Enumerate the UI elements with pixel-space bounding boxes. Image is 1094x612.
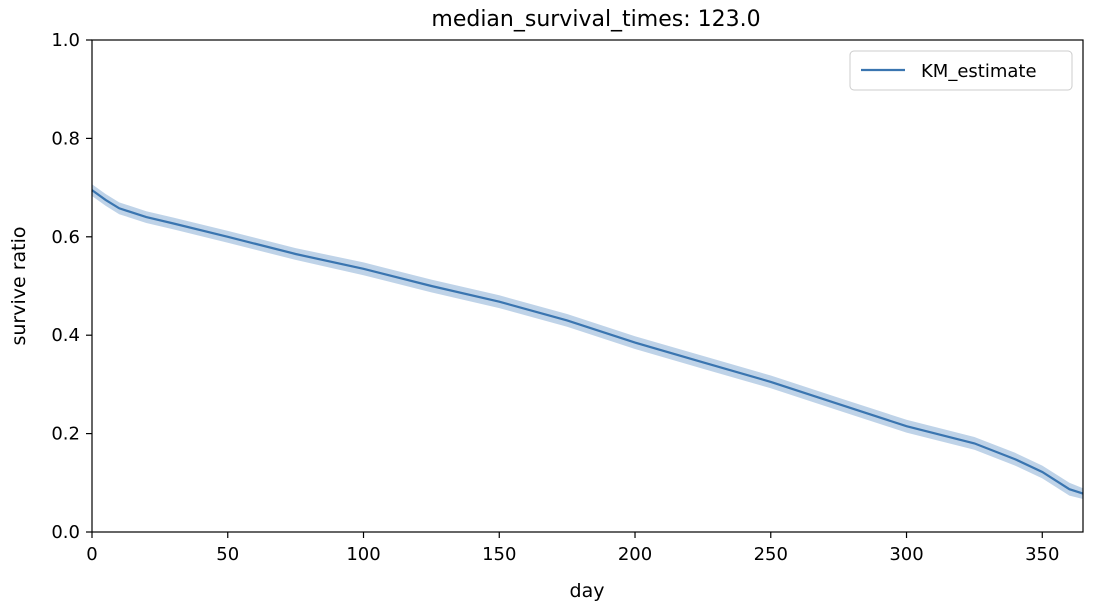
axis-ticks: 0 50 100 150 200 250 300 350 0.0 0.2 0.4 0.6 0.8 1.0 xyxy=(51,30,1059,565)
x-tick-label: 250 xyxy=(754,544,788,565)
x-tick-label: 200 xyxy=(618,544,652,565)
x-tick-label: 100 xyxy=(346,544,380,565)
x-tick-label: 300 xyxy=(889,544,923,565)
y-tick-label: 0.4 xyxy=(51,325,80,346)
legend-label: KM_estimate xyxy=(921,61,1037,82)
axes-frame xyxy=(91,39,1084,533)
y-tick-label: 1.0 xyxy=(51,30,80,51)
x-tick-label: 0 xyxy=(86,544,97,565)
x-tick-label: 150 xyxy=(482,544,516,565)
x-tick-label: 50 xyxy=(216,544,239,565)
y-axis-label: survive ratio xyxy=(8,226,30,345)
y-tick-label: 0.2 xyxy=(51,424,80,445)
confidence-band xyxy=(92,184,1083,499)
x-axis-label: day xyxy=(570,580,605,602)
y-tick-label: 0.8 xyxy=(51,128,80,149)
legend-box xyxy=(849,50,1073,91)
y-tick-label: 0.6 xyxy=(51,227,80,248)
legend: KM_estimate xyxy=(849,50,1073,91)
chart-title: median_survival_times: 123.0 xyxy=(431,7,760,32)
plot-area xyxy=(91,184,1084,499)
x-tick-label: 350 xyxy=(1025,544,1059,565)
survival-curve xyxy=(91,189,1084,495)
y-tick-label: 0.0 xyxy=(51,522,80,543)
